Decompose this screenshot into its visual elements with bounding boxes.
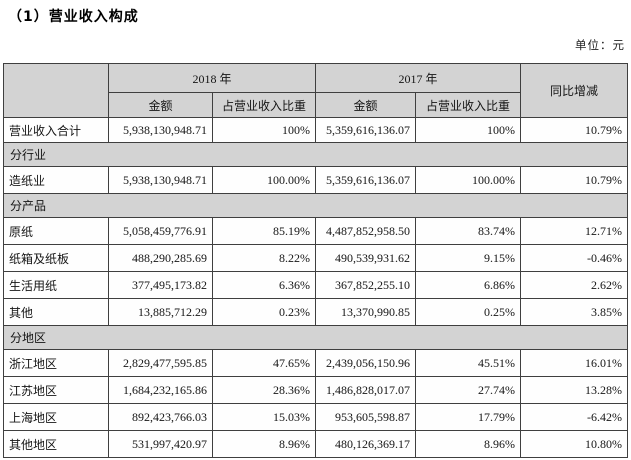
share-2017-cell: 8.96% [415, 430, 522, 458]
section-label-cell: 分行业 [2, 142, 629, 167]
amount-2018-cell: 5,938,130,948.71 [108, 166, 213, 194]
yoy-cell: 10.79% [520, 166, 629, 194]
table-row: 上海地区 892,423,766.03 15.03% 953,605,598.8… [3, 403, 629, 431]
amount-2017-cell: 5,359,616,136.07 [315, 117, 417, 143]
header-row-metrics: 金额 占营业收入比重 金额 占营业收入比重 [4, 92, 628, 118]
share-2018-cell: 15.03% [211, 403, 317, 431]
header-yoy: 同比增减 [520, 63, 629, 118]
section-label-cell: 分地区 [2, 325, 629, 350]
section-row-region: 分地区 [2, 325, 629, 350]
header-amount-2017: 金额 [315, 92, 417, 118]
share-2017-cell: 17.79% [415, 403, 522, 431]
table-row: 其他地区 531,997,420.97 8.96% 480,126,369.17… [3, 430, 629, 458]
yoy-cell: 13.28% [520, 376, 629, 404]
share-2018-cell: 0.23% [211, 298, 317, 326]
amount-2017-cell: 953,605,598.87 [315, 403, 417, 431]
header-share-2018: 占营业收入比重 [211, 92, 317, 118]
table-row: 造纸业 5,938,130,948.71 100.00% 5,359,616,1… [3, 166, 629, 194]
yoy-cell: 12.71% [520, 217, 629, 245]
row-label-cell: 纸箱及纸板 [3, 244, 109, 272]
yoy-cell: -6.42% [520, 403, 629, 431]
amount-2017-cell: 367,852,255.10 [315, 271, 417, 299]
revenue-composition-table: 2018 年 2017 年 同比增减 金额 占营业收入比重 金额 占营业收入比重… [2, 63, 629, 458]
share-2018-cell: 47.65% [211, 349, 317, 377]
yoy-cell: 10.80% [520, 430, 629, 458]
amount-2017-cell: 5,359,616,136.07 [315, 166, 417, 194]
row-label-cell: 原纸 [3, 217, 109, 245]
table-row: 江苏地区 1,684,232,165.86 28.36% 1,486,828,0… [3, 376, 629, 404]
amount-2018-cell: 531,997,420.97 [108, 430, 213, 458]
amount-2018-cell: 5,058,459,776.91 [108, 217, 213, 245]
share-2017-cell: 0.25% [415, 298, 522, 326]
section-title: （1）营业收入构成 [8, 9, 139, 25]
yoy-cell: -0.46% [520, 244, 629, 272]
amount-2018-cell: 2,829,477,595.85 [108, 349, 213, 377]
header-blank-cell [3, 63, 109, 118]
share-2017-cell: 45.51% [415, 349, 522, 377]
amount-2018-cell: 5,938,130,948.71 [108, 117, 213, 143]
row-label-cell: 其他 [3, 298, 109, 326]
row-label-cell: 造纸业 [3, 166, 109, 194]
row-label-cell: 营业收入合计 [3, 117, 109, 143]
yoy-cell: 3.85% [520, 298, 629, 326]
share-2018-cell: 100% [211, 117, 317, 143]
amount-2018-cell: 1,684,232,165.86 [108, 376, 213, 404]
section-row-industry: 分行业 [2, 142, 629, 167]
share-2017-cell: 100% [415, 117, 522, 143]
table-row: 纸箱及纸板 488,290,285.69 8.22% 490,539,931.6… [3, 244, 629, 272]
amount-2017-cell: 13,370,990.85 [315, 298, 417, 326]
share-2018-cell: 8.22% [211, 244, 317, 272]
amount-2018-cell: 377,495,173.82 [108, 271, 213, 299]
amount-2017-cell: 490,539,931.62 [315, 244, 417, 272]
row-label-cell: 江苏地区 [3, 376, 109, 404]
share-2017-cell: 6.86% [415, 271, 522, 299]
header-year-2018: 2018 年 [107, 63, 317, 93]
share-2017-cell: 83.74% [415, 217, 522, 245]
row-label-cell: 上海地区 [3, 403, 109, 431]
header-row-years: 2018 年 2017 年 同比增减 [3, 63, 629, 118]
share-2018-cell: 6.36% [211, 271, 317, 299]
share-2018-cell: 85.19% [211, 217, 317, 245]
share-2018-cell: 100.00% [211, 166, 317, 194]
amount-2017-cell: 4,487,852,958.50 [315, 217, 417, 245]
share-2018-cell: 28.36% [211, 376, 317, 404]
section-label-cell: 分产品 [2, 193, 629, 218]
amount-2018-cell: 13,885,712.29 [108, 298, 213, 326]
amount-2017-cell: 480,126,369.17 [315, 430, 417, 458]
amount-2017-cell: 1,486,828,017.07 [315, 376, 417, 404]
table-row: 原纸 5,058,459,776.91 85.19% 4,487,852,958… [3, 217, 629, 245]
row-label-cell: 浙江地区 [3, 349, 109, 377]
header-year-2017: 2017 年 [315, 63, 522, 93]
unit-label: 单位：元 [575, 40, 625, 52]
yoy-cell: 2.62% [520, 271, 629, 299]
share-2017-cell: 100.00% [415, 166, 522, 194]
share-2017-cell: 27.74% [415, 376, 522, 404]
share-2017-cell: 9.15% [415, 244, 522, 272]
share-2018-cell: 8.96% [211, 430, 317, 458]
yoy-cell: 10.79% [520, 117, 629, 143]
amount-2017-cell: 2,439,056,150.96 [315, 349, 417, 377]
row-label-cell: 其他地区 [3, 430, 109, 458]
table-row-total: 营业收入合计 5,938,130,948.71 100% 5,359,616,1… [3, 117, 629, 143]
table-row: 其他 13,885,712.29 0.23% 13,370,990.85 0.2… [3, 298, 629, 326]
section-row-product: 分产品 [2, 193, 629, 218]
row-label-cell: 生活用纸 [3, 271, 109, 299]
table-row: 浙江地区 2,829,477,595.85 47.65% 2,439,056,1… [3, 349, 629, 377]
yoy-cell: 16.01% [520, 349, 629, 377]
amount-2018-cell: 892,423,766.03 [108, 403, 213, 431]
header-share-2017: 占营业收入比重 [415, 92, 522, 118]
header-amount-2018: 金额 [108, 92, 213, 118]
table-row: 生活用纸 377,495,173.82 6.36% 367,852,255.10… [3, 271, 629, 299]
amount-2018-cell: 488,290,285.69 [108, 244, 213, 272]
